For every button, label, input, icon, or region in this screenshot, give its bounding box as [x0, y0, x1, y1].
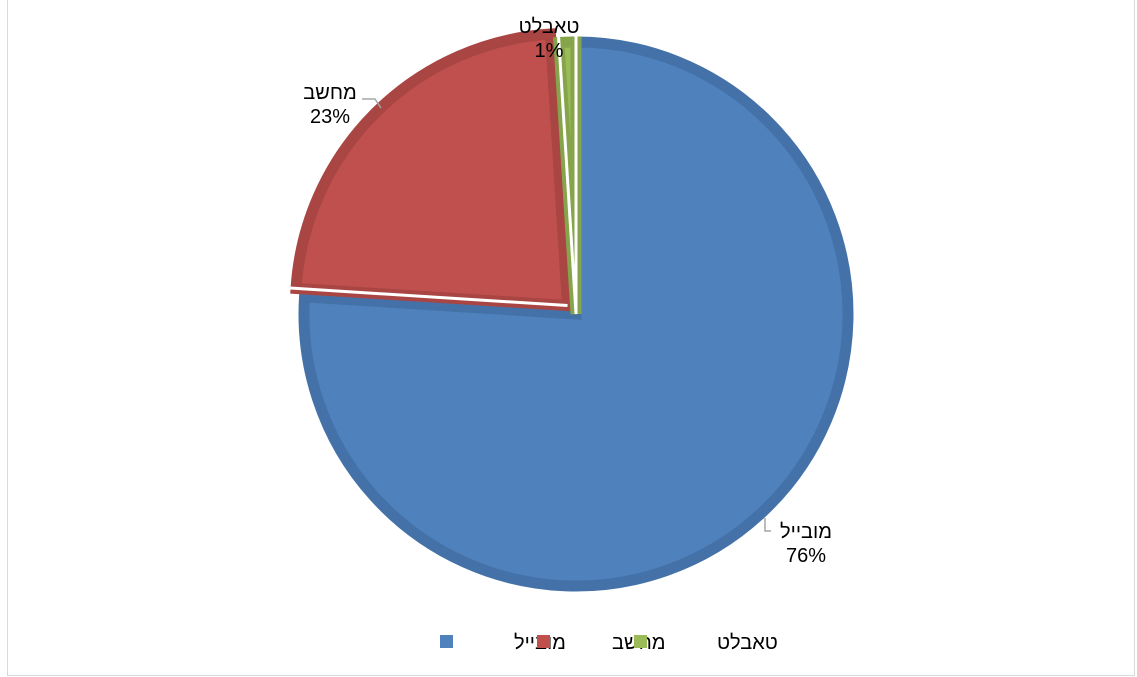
legend-swatch-mobile: [440, 635, 453, 648]
legend-label-tablet: טאבלט: [717, 632, 778, 654]
pie-slices: [289, 28, 854, 592]
leader-line-desktop: [362, 98, 382, 109]
legend-swatch-desktop: [537, 635, 550, 648]
data-label-category-tablet: טאבלט: [519, 16, 580, 38]
legend-swatch-tablet: [634, 635, 647, 648]
chart-area: [7, 0, 1135, 676]
data-label-category-desktop: מחשב: [303, 82, 356, 104]
slice-separator: [557, 36, 578, 315]
data-label-value-tablet: 1%: [535, 40, 564, 62]
slice-separator: [289, 286, 568, 308]
data-label-value-desktop: 23%: [310, 106, 350, 128]
legend: מוביילמחשבטאבלט: [440, 632, 778, 654]
leader-line-mobile: [764, 518, 771, 532]
leader-lines: [362, 98, 771, 532]
data-label-category-mobile: מובייל: [780, 521, 832, 543]
pie-slice-desktop: [290, 28, 574, 312]
data-label-value-mobile: 76%: [786, 545, 826, 567]
